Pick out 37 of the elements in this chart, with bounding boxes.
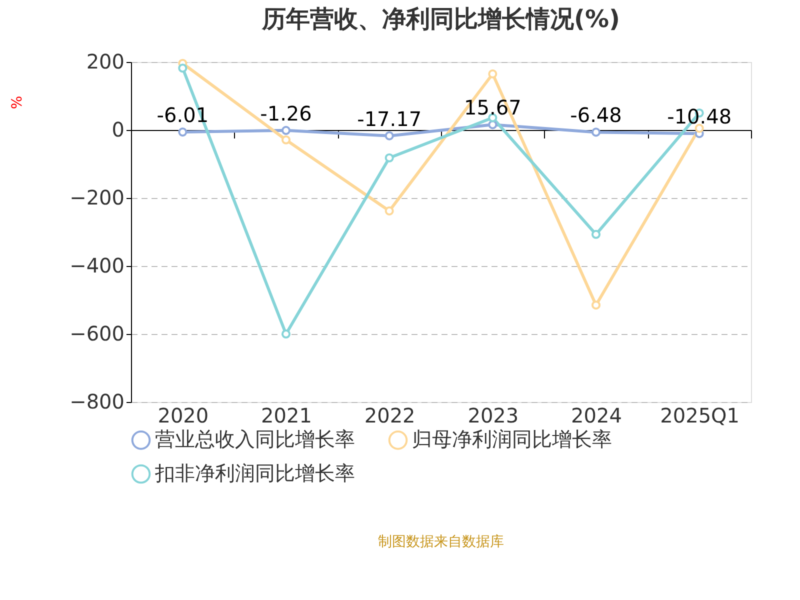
point	[178, 128, 188, 137]
x-tick-label: 2022	[364, 404, 416, 428]
point	[281, 135, 291, 144]
data-label: -10.48	[667, 104, 732, 129]
point	[384, 206, 394, 216]
y-axis-title: %	[10, 96, 26, 110]
y-tick-label: −400	[70, 254, 124, 278]
y-tick-label: 0	[112, 118, 124, 142]
y-tick-label: 200	[86, 50, 124, 74]
legend-label: 归母净利润同比增长率	[412, 427, 612, 452]
legend-label: 扣非净利润同比增长率	[154, 461, 355, 485]
point	[694, 124, 704, 133]
y-tick-label: −200	[70, 186, 124, 210]
point	[384, 131, 394, 140]
legend-label: 营业总收入同比增长率	[155, 427, 355, 452]
x-tick-label: 2025Q1	[660, 404, 740, 428]
point	[281, 126, 291, 135]
point	[281, 329, 291, 339]
point	[384, 153, 394, 162]
data-label: 15.67	[464, 96, 522, 120]
point	[488, 69, 498, 78]
point	[591, 300, 601, 310]
y-tick-label: −600	[70, 322, 124, 346]
x-tick-label: 2021	[261, 404, 312, 428]
data-label: -6.01	[156, 103, 209, 128]
data-label: -17.17	[357, 106, 422, 131]
point	[178, 64, 188, 73]
y-tick-label: −800	[70, 390, 124, 414]
data-label: -1.26	[260, 101, 312, 126]
x-tick-label: 2020	[158, 404, 209, 428]
x-tick-label: 2024	[571, 404, 622, 428]
text: 制图数据来自数据库	[378, 534, 504, 550]
point	[591, 230, 601, 239]
point	[591, 128, 601, 137]
chart-title: 历年营收、净利同比增长情况(%)	[261, 5, 620, 33]
data-label: -6.48	[570, 103, 622, 128]
x-tick-label: 2023	[468, 404, 519, 428]
